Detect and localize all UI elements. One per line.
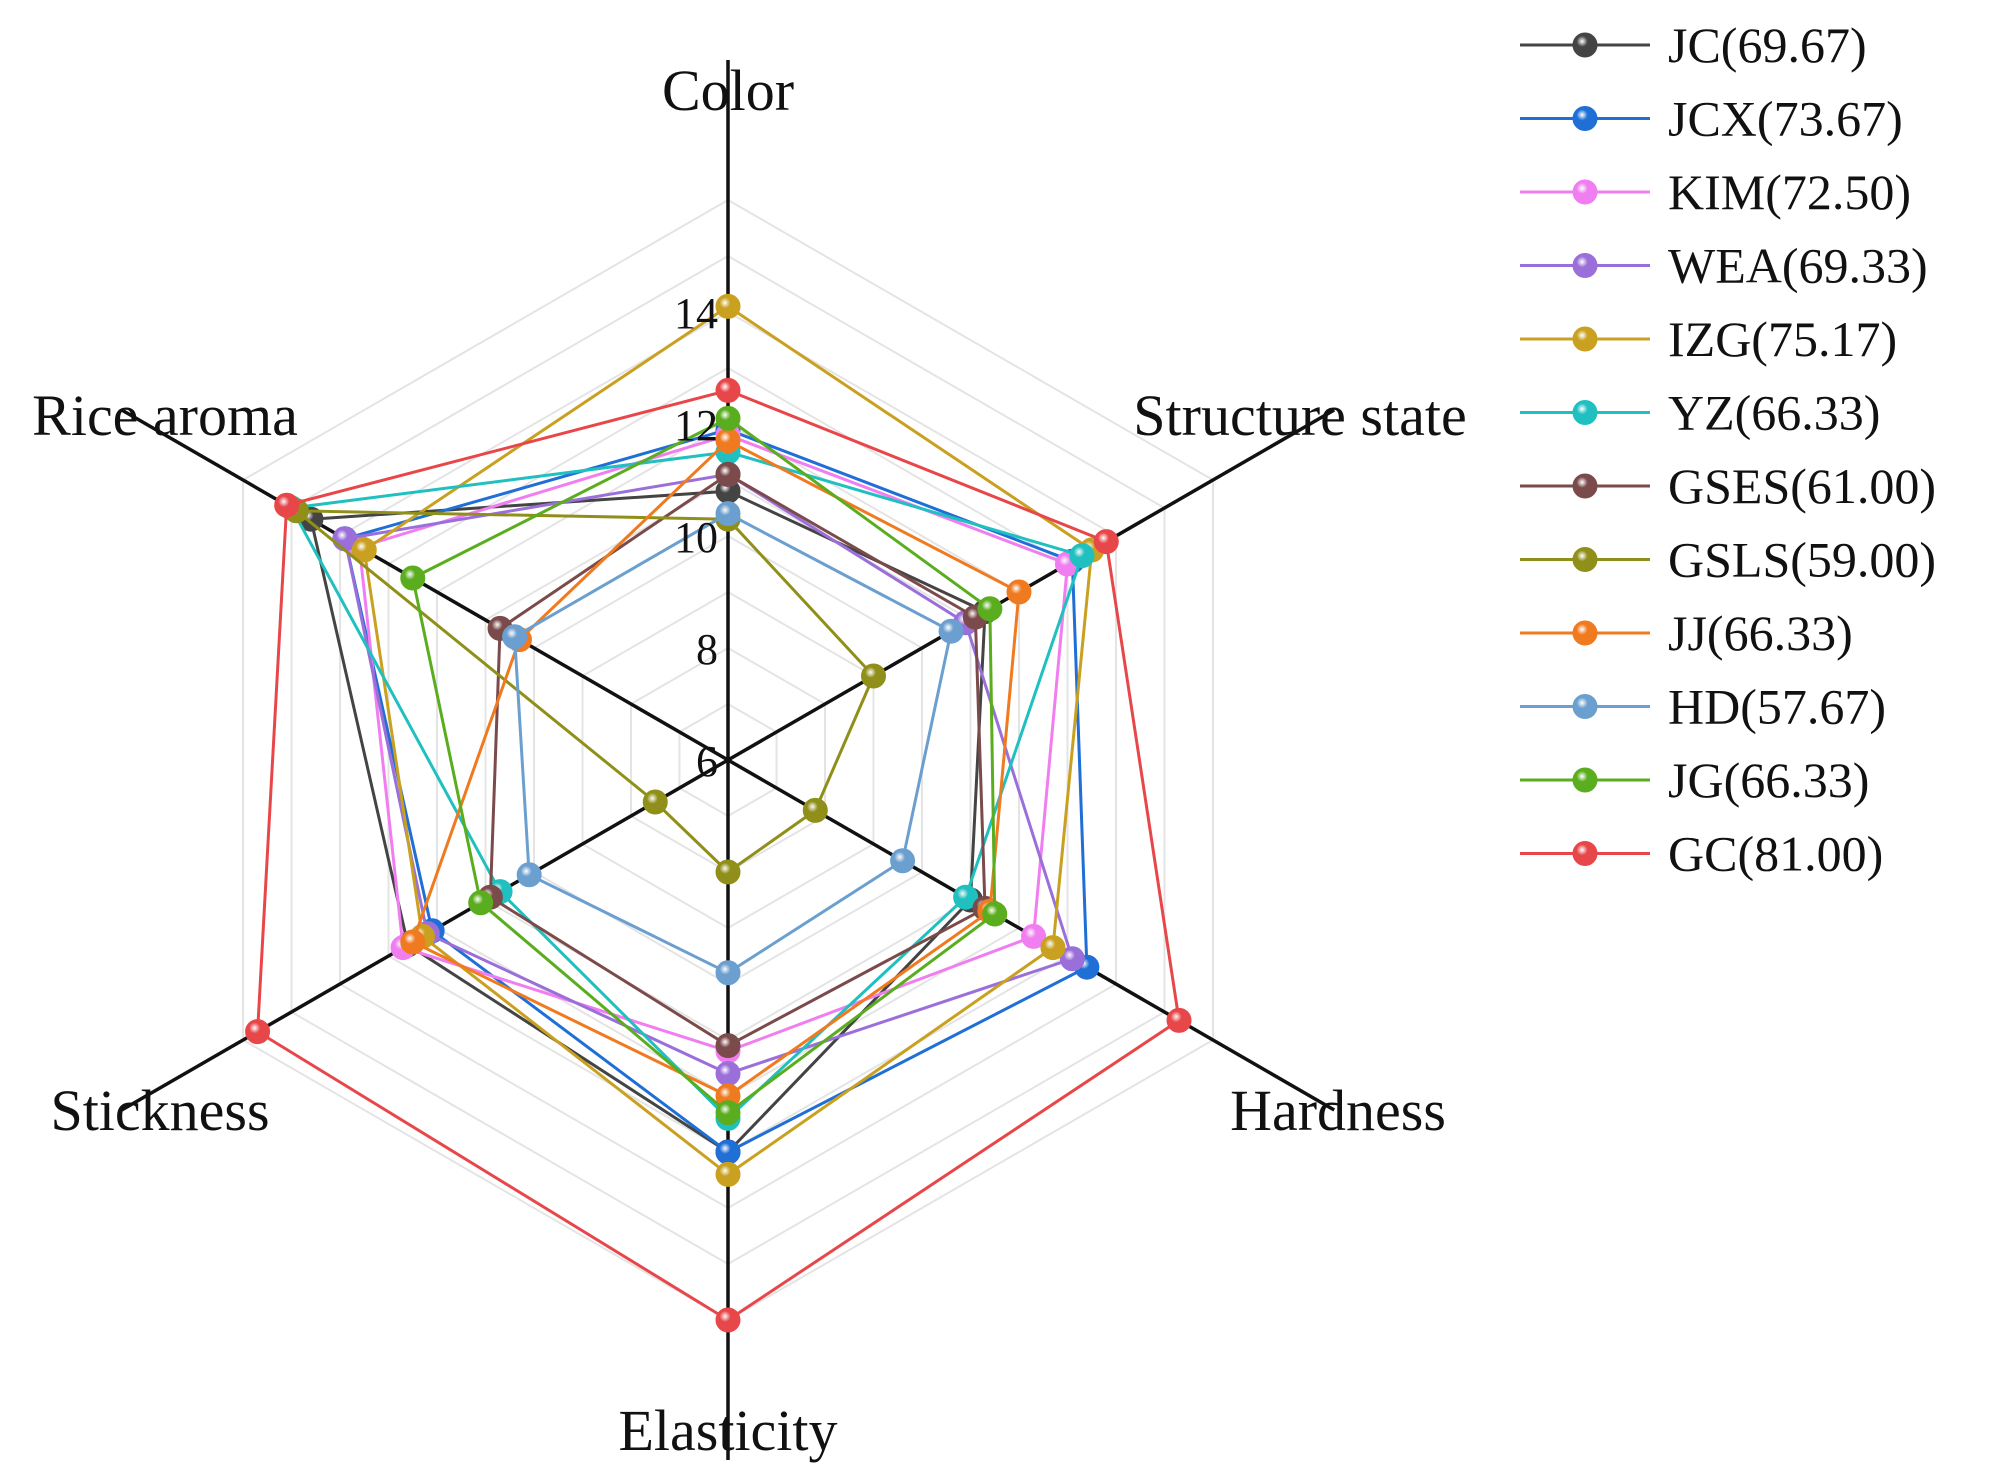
data-point bbox=[516, 862, 542, 888]
legend-label: YZ(66.33) bbox=[1668, 385, 1880, 441]
legend-item-izg-75-17: IZG(75.17) bbox=[1520, 311, 1897, 367]
legend-item-hd-57-67: HD(57.67) bbox=[1520, 679, 1886, 735]
data-point bbox=[715, 1100, 741, 1126]
axis-label-color: Color bbox=[662, 58, 794, 123]
legend-marker bbox=[1572, 106, 1598, 131]
series-gc-81-00 bbox=[245, 377, 1192, 1333]
data-point bbox=[715, 1161, 741, 1187]
legend-marker bbox=[1572, 32, 1598, 58]
data-point bbox=[953, 884, 979, 910]
legend-item-jc-69-67: JC(69.67) bbox=[1520, 17, 1867, 73]
legend-label: IZG(75.17) bbox=[1668, 311, 1897, 367]
tick-label: 8 bbox=[696, 625, 718, 674]
data-point bbox=[400, 565, 426, 591]
data-point bbox=[715, 377, 741, 403]
data-point bbox=[1093, 529, 1119, 555]
data-point bbox=[642, 789, 668, 815]
data-point bbox=[1006, 579, 1032, 605]
data-point bbox=[274, 492, 300, 518]
legend-marker bbox=[1572, 767, 1598, 793]
axis-line-rice-aroma bbox=[120, 408, 729, 762]
data-point bbox=[715, 859, 741, 885]
data-point bbox=[715, 461, 741, 487]
data-point bbox=[1021, 923, 1047, 949]
data-point bbox=[1166, 1007, 1192, 1033]
series-hd-57-67 bbox=[502, 501, 964, 986]
axis-label-hardness: Hardness bbox=[1230, 1078, 1446, 1143]
data-point bbox=[1069, 543, 1095, 569]
tick-label: 12 bbox=[674, 401, 718, 450]
legend-marker bbox=[1572, 473, 1598, 499]
data-point bbox=[715, 501, 741, 527]
legend-label: JCX(73.67) bbox=[1668, 91, 1903, 147]
legend-marker bbox=[1572, 694, 1598, 719]
legend-marker bbox=[1572, 326, 1598, 352]
legend: JC(69.67) JCX(73.67) KIM(72.50) WEA(69.33) I… bbox=[1520, 17, 1936, 882]
data-point bbox=[977, 596, 1003, 622]
axis-label-rice-aroma: Rice aroma bbox=[32, 383, 298, 448]
radar-ticks: 6 8 10 12 14 bbox=[674, 289, 718, 786]
tick-label: 10 bbox=[674, 513, 718, 562]
data-point bbox=[890, 848, 916, 874]
data-point bbox=[860, 663, 886, 689]
data-point bbox=[1059, 946, 1085, 972]
legend-label: GC(81.00) bbox=[1668, 826, 1883, 882]
data-point bbox=[715, 405, 741, 431]
series-jg-66-33 bbox=[400, 405, 1008, 1126]
legend-label: WEA(69.33) bbox=[1668, 238, 1928, 294]
legend-item-jg-66-33: JG(66.33) bbox=[1520, 752, 1869, 808]
data-point bbox=[715, 1307, 741, 1333]
data-point bbox=[351, 537, 377, 563]
axis-label-structure-state: Structure state bbox=[1133, 383, 1466, 448]
legend-item-gses-61-00: GSES(61.00) bbox=[1520, 458, 1936, 514]
data-point bbox=[468, 890, 494, 916]
legend-item-jj-66-33: JJ(66.33) bbox=[1520, 605, 1853, 661]
data-point bbox=[982, 901, 1008, 927]
radar-series bbox=[245, 293, 1192, 1333]
legend-label: GSLS(59.00) bbox=[1668, 532, 1936, 588]
legend-label: JG(66.33) bbox=[1668, 752, 1869, 808]
legend-item-yz-66-33: YZ(66.33) bbox=[1520, 385, 1880, 441]
axis-label-elasticity: Elasticity bbox=[618, 1398, 837, 1463]
legend-item-jcx-73-67: JCX(73.67) bbox=[1520, 91, 1903, 147]
legend-marker bbox=[1572, 253, 1598, 278]
axis-labels: Color Structure state Hardness Elasticity St… bbox=[32, 58, 1467, 1463]
legend-marker bbox=[1572, 547, 1598, 572]
axis-label-stickness: Stickness bbox=[50, 1078, 269, 1143]
axis-line-structure-state bbox=[727, 408, 1336, 762]
data-point bbox=[715, 1033, 741, 1059]
tick-label: 6 bbox=[696, 737, 718, 786]
data-point bbox=[802, 797, 828, 823]
radar-axes bbox=[120, 60, 1336, 1460]
series-line bbox=[292, 509, 876, 874]
data-point bbox=[715, 1061, 741, 1087]
data-point bbox=[715, 1139, 741, 1165]
legend-item-wea-69-33: WEA(69.33) bbox=[1520, 238, 1928, 294]
legend-label: JC(69.67) bbox=[1668, 17, 1867, 73]
legend-label: HD(57.67) bbox=[1668, 679, 1886, 735]
legend-item-gsls-59-00: GSLS(59.00) bbox=[1520, 532, 1936, 588]
legend-marker bbox=[1572, 400, 1598, 425]
legend-item-gc-81-00: GC(81.00) bbox=[1520, 826, 1883, 882]
data-point bbox=[715, 428, 741, 454]
legend-label: JJ(66.33) bbox=[1668, 605, 1853, 661]
data-point bbox=[715, 960, 741, 986]
data-point bbox=[400, 929, 426, 955]
legend-marker bbox=[1572, 179, 1598, 205]
data-point bbox=[245, 1019, 271, 1045]
legend-label: KIM(72.50) bbox=[1668, 164, 1911, 220]
legend-marker bbox=[1572, 841, 1598, 866]
tick-label: 14 bbox=[674, 289, 718, 338]
data-point bbox=[502, 624, 528, 650]
data-point bbox=[1040, 935, 1066, 961]
legend-label: GSES(61.00) bbox=[1668, 458, 1936, 514]
legend-item-kim-72-50: KIM(72.50) bbox=[1520, 164, 1911, 220]
data-point bbox=[938, 618, 964, 644]
legend-marker bbox=[1572, 620, 1598, 646]
data-point bbox=[715, 293, 741, 319]
